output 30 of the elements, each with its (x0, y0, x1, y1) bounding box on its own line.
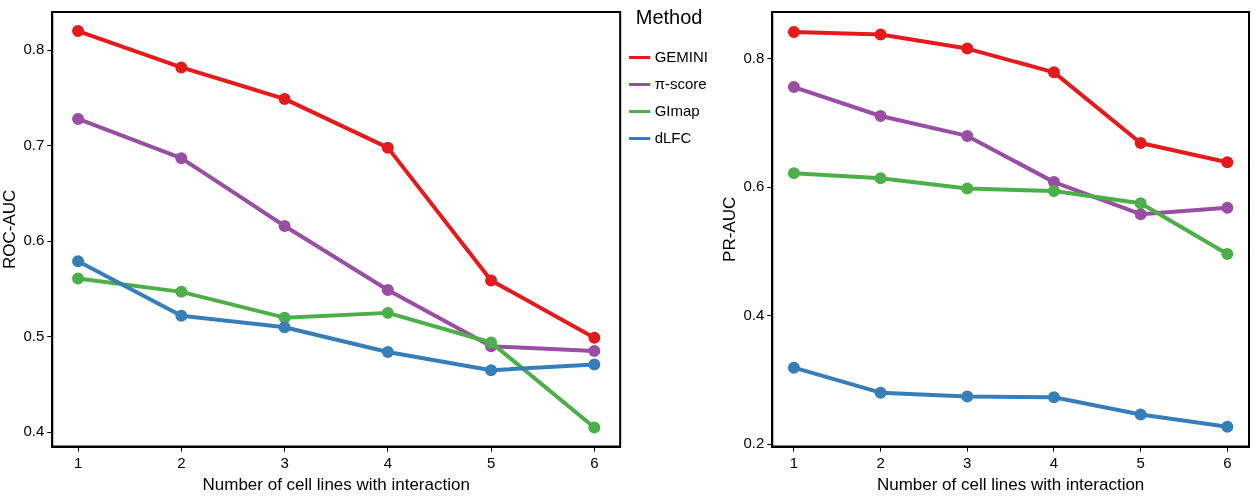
y-tick-label: 0.2 (743, 434, 765, 452)
y-tick-label: 0.8 (23, 40, 45, 58)
x-tick-label: 2 (177, 453, 186, 471)
y-axis-title: ROC-AUC (0, 189, 19, 269)
legend-label: dLFC (654, 128, 692, 146)
x-tick-label: 3 (963, 453, 972, 471)
legend-title: Method (635, 5, 703, 28)
x-tick-label: 1 (789, 453, 799, 471)
x-tick-label: 5 (1136, 453, 1145, 471)
legend-label: GEMINI (654, 47, 709, 65)
y-tick-label: 0.5 (23, 326, 45, 344)
legend-label: π-score (654, 74, 707, 92)
y-tick-label: 0.6 (743, 177, 765, 195)
y-tick-label: 0.4 (743, 305, 765, 323)
x-tick-label: 3 (280, 453, 289, 471)
x-tick-label: 4 (383, 453, 393, 471)
y-tick-label: 0.4 (23, 422, 45, 440)
y-axis-title: PR-AUC (719, 196, 739, 262)
y-tick-label: 0.8 (743, 49, 765, 66)
x-tick-label: 1 (73, 453, 83, 471)
x-tick-label: 4 (1049, 453, 1059, 471)
x-tick-label: 5 (486, 453, 496, 471)
x-tick-label: 6 (1223, 453, 1232, 471)
y-tick-label: 0.7 (23, 135, 45, 153)
x-tick-label: 2 (876, 453, 885, 471)
y-tick-label: 0.6 (23, 231, 45, 249)
x-tick-label: 6 (590, 453, 599, 471)
x-axis-title: Number of cell lines with interaction (202, 475, 470, 495)
legend-label: GImap (654, 101, 700, 119)
x-axis-title: Number of cell lines with interaction (876, 475, 1145, 495)
